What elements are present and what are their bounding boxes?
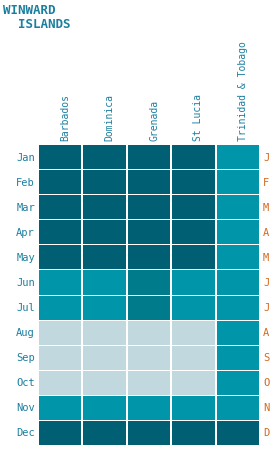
Text: M: M bbox=[263, 253, 269, 263]
Text: S: S bbox=[263, 353, 269, 363]
Bar bbox=[83, 371, 126, 395]
Text: Feb: Feb bbox=[16, 178, 35, 188]
Bar bbox=[83, 320, 126, 345]
Bar bbox=[217, 396, 259, 420]
Bar bbox=[217, 371, 259, 395]
Bar bbox=[217, 220, 259, 244]
Bar bbox=[39, 346, 81, 370]
Bar bbox=[172, 396, 215, 420]
Text: Dominica: Dominica bbox=[105, 94, 115, 141]
Bar bbox=[128, 346, 170, 370]
Text: N: N bbox=[263, 403, 269, 414]
Bar bbox=[83, 346, 126, 370]
Bar bbox=[172, 371, 215, 395]
Bar bbox=[172, 220, 215, 244]
Bar bbox=[39, 296, 81, 320]
Text: A: A bbox=[263, 228, 269, 238]
Bar bbox=[83, 270, 126, 294]
Bar bbox=[172, 245, 215, 270]
Bar bbox=[217, 296, 259, 320]
Bar bbox=[172, 421, 215, 445]
Bar bbox=[83, 145, 126, 169]
Bar bbox=[128, 220, 170, 244]
Bar bbox=[172, 145, 215, 169]
Bar bbox=[128, 270, 170, 294]
Text: J: J bbox=[263, 153, 269, 162]
Text: J: J bbox=[263, 278, 269, 288]
Bar bbox=[83, 170, 126, 194]
Bar bbox=[39, 371, 81, 395]
Bar bbox=[128, 320, 170, 345]
Bar bbox=[172, 320, 215, 345]
Bar bbox=[172, 346, 215, 370]
Bar bbox=[39, 145, 81, 169]
Bar bbox=[172, 195, 215, 219]
Bar bbox=[217, 245, 259, 270]
Bar bbox=[217, 346, 259, 370]
Text: Dec: Dec bbox=[16, 428, 35, 438]
Bar bbox=[172, 270, 215, 294]
Bar bbox=[128, 170, 170, 194]
Bar bbox=[83, 220, 126, 244]
Bar bbox=[128, 245, 170, 270]
Bar bbox=[128, 296, 170, 320]
Bar bbox=[217, 145, 259, 169]
Bar bbox=[172, 170, 215, 194]
Bar bbox=[128, 421, 170, 445]
Text: Jun: Jun bbox=[16, 278, 35, 288]
Bar bbox=[39, 195, 81, 219]
Bar bbox=[83, 245, 126, 270]
Text: Sep: Sep bbox=[16, 353, 35, 363]
Bar bbox=[128, 195, 170, 219]
Text: St Lucia: St Lucia bbox=[193, 94, 203, 141]
Text: WINWARD: WINWARD bbox=[3, 4, 56, 17]
Text: Trinidad & Tobago: Trinidad & Tobago bbox=[238, 41, 248, 141]
Bar bbox=[39, 270, 81, 294]
Bar bbox=[39, 245, 81, 270]
Text: Barbados: Barbados bbox=[60, 94, 70, 141]
Bar bbox=[39, 220, 81, 244]
Text: O: O bbox=[263, 378, 269, 388]
Bar bbox=[83, 396, 126, 420]
Bar bbox=[128, 371, 170, 395]
Text: Mar: Mar bbox=[16, 202, 35, 213]
Text: D: D bbox=[263, 428, 269, 438]
Text: Grenada: Grenada bbox=[149, 100, 159, 141]
Text: Apr: Apr bbox=[16, 228, 35, 238]
Bar bbox=[128, 396, 170, 420]
Bar bbox=[39, 320, 81, 345]
Bar bbox=[83, 421, 126, 445]
Bar bbox=[217, 270, 259, 294]
Text: Jul: Jul bbox=[16, 303, 35, 313]
Bar bbox=[128, 145, 170, 169]
Bar bbox=[217, 170, 259, 194]
Bar bbox=[83, 195, 126, 219]
Bar bbox=[217, 320, 259, 345]
Bar bbox=[217, 421, 259, 445]
Text: May: May bbox=[16, 253, 35, 263]
Text: A: A bbox=[263, 328, 269, 338]
Bar bbox=[39, 421, 81, 445]
Text: Oct: Oct bbox=[16, 378, 35, 388]
Bar bbox=[39, 170, 81, 194]
Text: Nov: Nov bbox=[16, 403, 35, 414]
Text: M: M bbox=[263, 202, 269, 213]
Bar bbox=[217, 195, 259, 219]
Bar bbox=[39, 396, 81, 420]
Text: F: F bbox=[263, 178, 269, 188]
Text: Jan: Jan bbox=[16, 153, 35, 162]
Text: ISLANDS: ISLANDS bbox=[3, 18, 70, 31]
Text: J: J bbox=[263, 303, 269, 313]
Bar bbox=[83, 296, 126, 320]
Text: Aug: Aug bbox=[16, 328, 35, 338]
Bar bbox=[172, 296, 215, 320]
